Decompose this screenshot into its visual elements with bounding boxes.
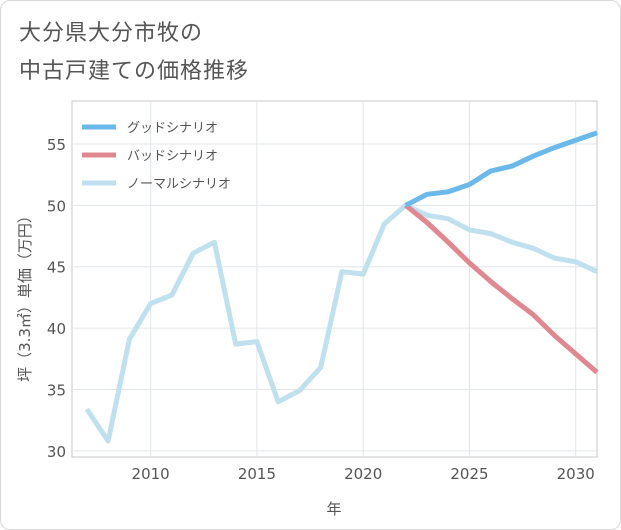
- y-tick-label-40: 40: [47, 320, 66, 338]
- series-line-1: [404, 130, 598, 208]
- x-tick-label-2010: 2010: [132, 465, 170, 483]
- y-axis-label: 坪（3.3㎡）単価（万円）: [16, 208, 34, 382]
- plot-area: [71, 100, 598, 458]
- legend-label-3: ノーマルシナリオ: [127, 177, 231, 192]
- y-tick-label-35: 35: [47, 381, 66, 399]
- chart-title-line-1: 大分県大分市牧の: [19, 21, 204, 46]
- series-line-2: [404, 203, 599, 375]
- chart-title-line-2: 中古戸建ての価格推移: [19, 59, 250, 84]
- x-tick-label-2030: 2030: [557, 465, 595, 483]
- series-line-3: [84, 202, 599, 444]
- x-axis-label: 年: [326, 500, 341, 518]
- y-tick-label-45: 45: [47, 259, 66, 277]
- tick-labels: 2010 2015 2020 2025 2030 30 35 40 45 50 55: [47, 136, 595, 483]
- y-tick-label-50: 50: [47, 197, 66, 215]
- grid-lines: [72, 101, 597, 457]
- x-tick-label-2025: 2025: [450, 465, 488, 483]
- y-tick-label-30: 30: [47, 443, 66, 461]
- chart-title: 大分県大分市牧の 中古戸建ての価格推移: [19, 15, 249, 91]
- y-tick-label-55: 55: [47, 136, 66, 154]
- x-tick-label-2020: 2020: [344, 465, 382, 483]
- x-tick-label-2015: 2015: [238, 465, 276, 483]
- series-group: [84, 130, 599, 444]
- legend-label-2: バッドシナリオ: [127, 149, 218, 164]
- legend-label-1: グッドシナリオ: [127, 121, 218, 136]
